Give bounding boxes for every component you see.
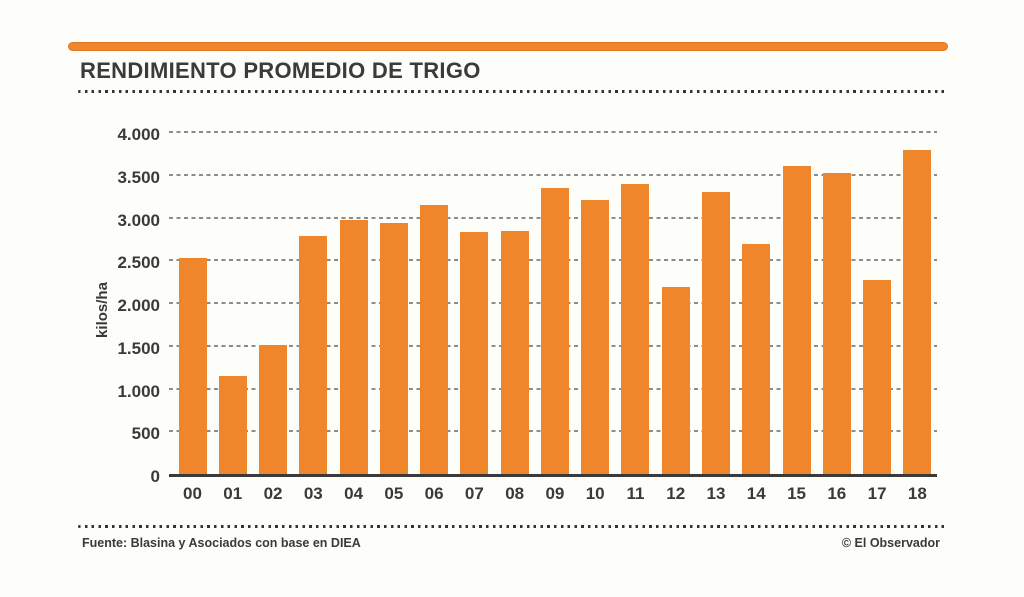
ytick-label-4000: 4.000 [117,125,160,144]
xtick-label-08: 08 [505,484,525,503]
gridline-4000 [169,131,937,133]
xtick-label-09: 09 [545,484,565,503]
bar-10 [581,199,610,474]
xtick-label-05: 05 [384,484,404,503]
bar-15 [782,166,811,474]
footer-dotted-divider [78,525,948,528]
xtick-label-14: 14 [746,484,766,503]
xtick-label-00: 00 [183,484,202,503]
ytick-label-0: 0 [150,467,160,486]
xtick-label-17: 17 [867,484,887,503]
xtick-label-16: 16 [827,484,847,503]
ytick-label-1500: 1.500 [117,338,160,358]
gridline-3500 [169,173,937,176]
bar-17 [863,279,892,474]
bar-16 [822,173,851,474]
bar-07 [460,232,489,474]
xtick-label-13: 13 [706,484,726,503]
bar-chart-plot-area [169,131,937,477]
bar-03 [299,236,328,474]
xtick-label-02: 02 [263,484,283,503]
xtick-label-06: 06 [424,484,444,503]
title-dotted-divider [78,90,948,93]
accent-top-rule [68,42,948,51]
ytick-label-3000: 3.000 [117,210,160,230]
bar-18 [903,149,932,474]
xtick-label-11: 11 [626,484,645,503]
bar-08 [500,231,529,474]
bar-09 [540,188,569,474]
bar-00 [178,257,207,474]
page-title: RENDIMIENTO PROMEDIO DE TRIGO [80,58,481,83]
bar-05 [379,222,408,474]
xtick-label-07: 07 [464,484,484,503]
xtick-label-10: 10 [585,484,605,503]
xtick-label-12: 12 [666,484,686,503]
copyright-credit: © El Observador [841,536,940,550]
ytick-label-2000: 2.000 [117,296,160,315]
xtick-label-15: 15 [787,484,806,503]
bar-12 [661,286,690,474]
bar-11 [621,184,650,474]
ytick-label-3500: 3.500 [117,167,160,187]
xtick-label-18: 18 [907,484,927,503]
bar-01 [218,375,247,474]
bar-02 [259,344,288,474]
bar-06 [420,204,449,474]
xtick-label-04: 04 [344,484,364,503]
ytick-label-500: 500 [131,424,160,444]
xtick-label-03: 03 [303,484,323,503]
bar-14 [742,244,771,474]
xtick-label-01: 01 [223,484,243,503]
bar-04 [339,220,368,474]
ytick-label-1000: 1.000 [117,381,160,401]
ytick-label-2500: 2.500 [117,253,160,273]
source-note: Fuente: Blasina y Asociados con base en … [82,536,361,550]
bar-13 [702,191,730,474]
